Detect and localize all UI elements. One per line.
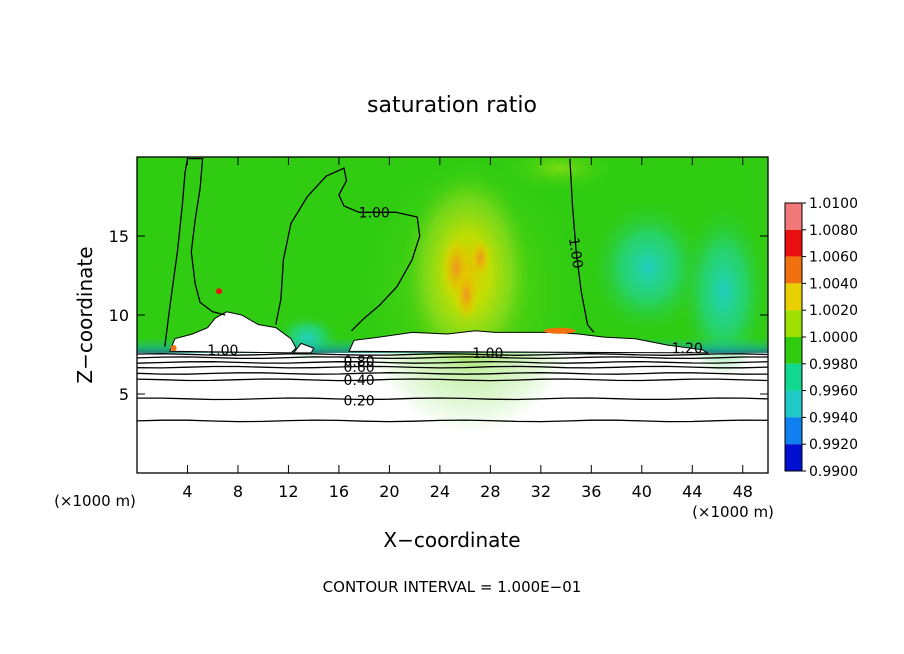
x-tick-label: 4 <box>182 482 192 501</box>
colorbar-swatch <box>785 444 802 471</box>
colorbar: 1.0100 1.0080 1.0060 1.0040 1.0020 1.0000 0.99… <box>784 196 858 480</box>
cloud-left <box>169 311 297 354</box>
plot-area <box>137 157 768 473</box>
contour-1-00-left <box>164 157 226 347</box>
contour-label: 1.00 <box>359 205 390 221</box>
x-tick-label: 44 <box>682 482 702 501</box>
colorbar-label: 0.9980 <box>809 357 858 373</box>
cloud-center <box>348 330 710 354</box>
chart-title: saturation ratio <box>367 93 537 118</box>
cloud-regions <box>169 288 710 354</box>
orange-core-3 <box>470 239 491 278</box>
y-tick-label: 10 <box>109 306 129 325</box>
contour-label: 1.00 <box>472 346 503 362</box>
contour-label: 1.00 <box>565 237 585 270</box>
x-tick-label: 12 <box>278 482 298 501</box>
contour-label: 0.20 <box>344 393 375 409</box>
cloud-small <box>292 342 315 354</box>
orange-rim <box>543 327 576 334</box>
contour-level-7 <box>137 356 768 360</box>
x-tick-label: 40 <box>632 482 652 501</box>
colorbar-swatch <box>785 203 802 230</box>
colorbar-swatch <box>785 283 802 311</box>
colorbar-label: 1.0060 <box>809 250 858 266</box>
colorbar-label: 0.9900 <box>809 464 858 480</box>
contour-1-00-loop <box>275 167 421 332</box>
yellow-top-right <box>502 157 617 192</box>
contour-label: 0.40 <box>344 373 375 389</box>
cyan-region-right <box>591 201 705 334</box>
red-cell-1 <box>170 345 177 352</box>
colorbar-label: 1.0020 <box>809 303 858 319</box>
contour-level-1 <box>137 419 768 423</box>
cyan-region-farright <box>679 204 768 379</box>
x-tick-label: 48 <box>733 482 753 501</box>
contour-level-8 <box>137 353 768 356</box>
x-tick-label: 16 <box>329 482 349 501</box>
x-unit-left: (×1000 m) <box>54 492 136 510</box>
colorbar-swatch <box>785 363 802 391</box>
contour-label: 1.00 <box>207 343 238 359</box>
x-tick-label: 8 <box>233 482 243 501</box>
colorbar-label: 1.0080 <box>809 223 858 239</box>
colorbar-label: 1.0040 <box>809 276 858 292</box>
colorbar-label: 1.0000 <box>809 330 858 346</box>
x-axis: 4 8 12 16 20 24 28 32 36 40 44 48 <box>182 157 753 501</box>
contour-level-3 <box>137 378 768 382</box>
colorbar-label: 1.0100 <box>809 196 858 212</box>
colorbar-label: 0.9920 <box>809 437 858 453</box>
colorbar-swatch <box>785 417 802 445</box>
orange-core-2 <box>455 267 478 322</box>
y-axis: 5 10 15 <box>109 227 768 404</box>
x-tick-label: 20 <box>379 482 399 501</box>
x-tick-label: 32 <box>531 482 551 501</box>
contour-level-6 <box>137 360 768 364</box>
colorbar-label: 0.9940 <box>809 410 858 426</box>
red-cell-2 <box>216 288 223 295</box>
contour-level-2 <box>137 397 768 401</box>
contour-label: 0.80 <box>344 354 375 370</box>
x-tick-label: 36 <box>581 482 601 501</box>
colorbar-label: 0.9960 <box>809 384 858 400</box>
y-tick-label: 5 <box>119 385 129 404</box>
contour-label: 0.60 <box>344 360 375 376</box>
contour-level-5 <box>137 365 768 369</box>
colorbar-swatch <box>785 229 802 257</box>
contour-lines <box>137 157 768 423</box>
contour-1-00-right <box>569 158 595 333</box>
contour-level-4 <box>137 372 768 375</box>
x-axis-label: X−coordinate <box>383 528 520 552</box>
contour-label: 1.20 <box>672 341 703 357</box>
colorbar-swatch <box>785 337 802 364</box>
y-axis-label: Z−coordinate <box>73 246 97 383</box>
x-unit-right: (×1000 m) <box>692 503 774 521</box>
x-tick-label: 24 <box>430 482 450 501</box>
colorbar-swatch <box>785 310 802 337</box>
contour-labels: 1.00 1.00 1.00 1.00 1.20 0.800.600.40 0.20 <box>207 205 703 409</box>
x-tick-label: 28 <box>480 482 500 501</box>
contour-interval-footer: CONTOUR INTERVAL = 1.000E−01 <box>323 578 582 596</box>
colorbar-swatch <box>785 256 802 284</box>
y-tick-label: 15 <box>109 227 129 246</box>
colorbar-swatch <box>785 390 802 418</box>
